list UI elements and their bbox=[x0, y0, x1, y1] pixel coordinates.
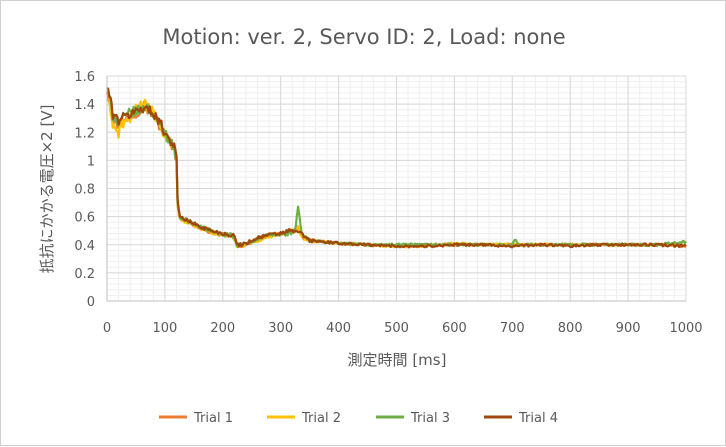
x-tick-labels: 0 100 200 300 400 500 600 700 800 900 1000 bbox=[103, 321, 703, 336]
axes bbox=[106, 76, 686, 302]
y-tick-label: 1.4 bbox=[74, 98, 95, 113]
x-tick-label: 200 bbox=[210, 321, 235, 336]
x-tick-label: 300 bbox=[268, 321, 293, 336]
y-tick-label: 1 bbox=[87, 154, 95, 169]
x-tick-label: 400 bbox=[326, 321, 351, 336]
x-tick-label: 100 bbox=[152, 321, 177, 336]
chart-title: Motion: ver. 2, Servo ID: 2, Load: none bbox=[162, 25, 565, 49]
x-tick-label: 500 bbox=[384, 321, 409, 336]
x-tick-label: 1000 bbox=[669, 321, 702, 336]
legend: Trial 1 Trial 2 Trial 3 Trial 4 bbox=[159, 411, 558, 426]
x-tick-label: 700 bbox=[500, 321, 525, 336]
y-tick-label: 1.6 bbox=[74, 70, 95, 85]
x-tick-label: 0 bbox=[103, 321, 111, 336]
x-tick-label: 900 bbox=[616, 321, 641, 336]
series-line-4 bbox=[106, 87, 687, 249]
y-tick-label: 0 bbox=[87, 295, 95, 310]
legend-label-1: Trial 1 bbox=[193, 411, 233, 426]
y-axis-label: 抵抗にかかる電圧×2 [V] bbox=[38, 105, 56, 274]
y-tick-label: 0.4 bbox=[74, 239, 95, 254]
y-tick-label: 0.2 bbox=[74, 267, 95, 282]
legend-label-3: Trial 3 bbox=[410, 411, 450, 426]
legend-label-4: Trial 4 bbox=[518, 411, 558, 426]
x-tick-label: 800 bbox=[558, 321, 583, 336]
legend-label-2: Trial 2 bbox=[301, 411, 341, 426]
x-axis-label: 測定時間 [ms] bbox=[348, 351, 447, 369]
y-tick-label: 0.6 bbox=[74, 211, 95, 226]
series-layer bbox=[105, 87, 687, 249]
y-tick-label: 0.8 bbox=[74, 183, 95, 198]
grid bbox=[106, 75, 687, 302]
y-tick-labels: 0 0.2 0.4 0.6 0.8 1 1.2 1.4 1.6 bbox=[74, 70, 95, 310]
x-tick-label: 600 bbox=[442, 321, 467, 336]
y-tick-label: 1.2 bbox=[74, 126, 95, 141]
